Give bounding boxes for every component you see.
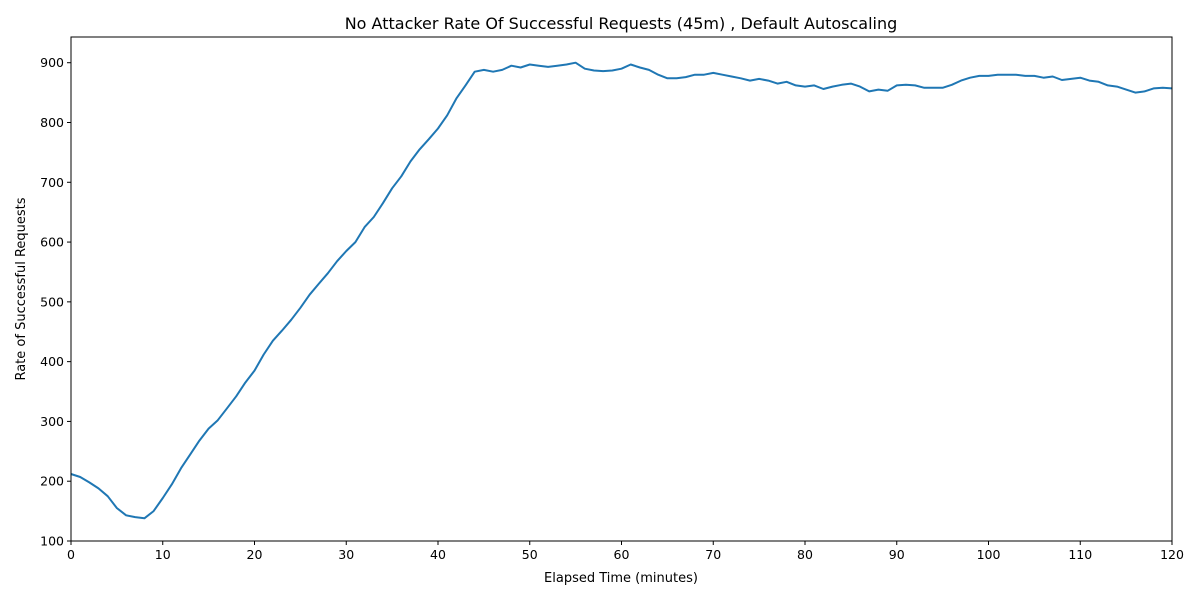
x-tick-label: 20 [247, 547, 263, 562]
x-axis-label: Elapsed Time (minutes) [544, 571, 698, 586]
y-tick-label: 800 [40, 115, 64, 130]
y-tick-label: 300 [40, 414, 64, 429]
y-tick-label: 400 [40, 354, 64, 369]
x-tick-label: 80 [797, 547, 813, 562]
y-tick-label: 700 [40, 175, 64, 190]
x-tick-label: 60 [614, 547, 630, 562]
y-tick-label: 600 [40, 235, 64, 250]
y-axis: 100 200 300 400 500 600 700 800 900 [40, 55, 71, 549]
x-tick-label: 100 [977, 547, 1001, 562]
x-axis: 0 10 20 30 40 50 60 70 80 90 100 110 120 [67, 541, 1184, 562]
y-tick-label: 200 [40, 474, 64, 489]
x-tick-label: 110 [1068, 547, 1092, 562]
x-tick-label: 10 [155, 547, 171, 562]
x-tick-label: 40 [430, 547, 446, 562]
x-tick-label: 70 [705, 547, 721, 562]
y-tick-label: 500 [40, 294, 64, 309]
y-tick-label: 900 [40, 55, 64, 70]
y-tick-label: 100 [40, 534, 64, 549]
series-line [70, 61, 1173, 520]
x-tick-label: 50 [522, 547, 538, 562]
x-tick-label: 0 [67, 547, 75, 562]
x-tick-label: 90 [889, 547, 905, 562]
x-tick-label: 30 [338, 547, 354, 562]
chart-title: No Attacker Rate Of Successful Requests … [345, 14, 898, 33]
x-tick-label: 120 [1160, 547, 1184, 562]
y-axis-label: Rate of Successful Requests [14, 197, 29, 380]
